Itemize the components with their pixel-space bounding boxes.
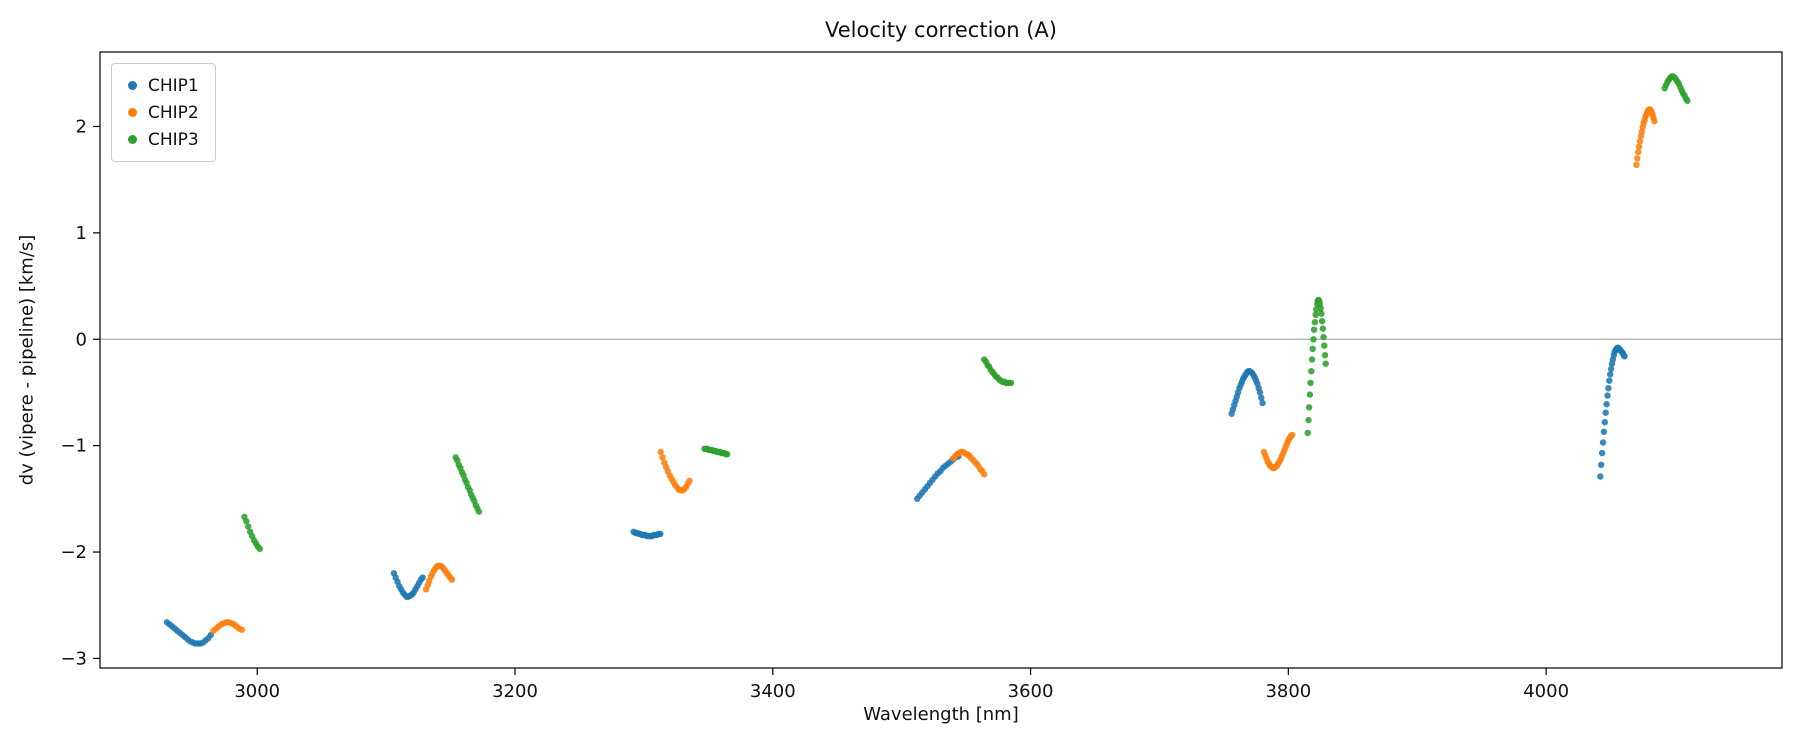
y-axis-label: dv (vipere - pipeline) [km/s] bbox=[16, 234, 38, 486]
svg-text:3400: 3400 bbox=[750, 681, 796, 702]
chip3-marker-icon bbox=[128, 135, 137, 144]
svg-text:−3: −3 bbox=[60, 648, 87, 669]
legend-label-chip2: CHIP2 bbox=[148, 102, 199, 123]
svg-text:4000: 4000 bbox=[1523, 681, 1569, 702]
legend-item-chip1: CHIP1 bbox=[122, 72, 199, 99]
chip1-marker-icon bbox=[128, 81, 137, 90]
legend: CHIP1 CHIP2 CHIP3 bbox=[111, 63, 216, 162]
svg-text:3200: 3200 bbox=[492, 681, 538, 702]
legend-item-chip2: CHIP2 bbox=[122, 99, 199, 126]
svg-text:−2: −2 bbox=[60, 542, 87, 563]
legend-label-chip1: CHIP1 bbox=[148, 75, 199, 96]
legend-item-chip3: CHIP3 bbox=[122, 126, 199, 153]
chip2-marker-icon bbox=[128, 108, 137, 117]
x-axis-label: Wavelength [nm] bbox=[863, 704, 1019, 725]
svg-text:3000: 3000 bbox=[234, 681, 280, 702]
svg-text:3800: 3800 bbox=[1265, 681, 1311, 702]
svg-text:1: 1 bbox=[76, 223, 87, 244]
svg-text:2: 2 bbox=[76, 116, 87, 137]
svg-text:−1: −1 bbox=[60, 436, 87, 457]
chart-title: Velocity correction (A) bbox=[824, 18, 1057, 42]
legend-label-chip3: CHIP3 bbox=[148, 129, 199, 150]
svg-text:3600: 3600 bbox=[1008, 681, 1054, 702]
svg-text:0: 0 bbox=[76, 329, 87, 350]
